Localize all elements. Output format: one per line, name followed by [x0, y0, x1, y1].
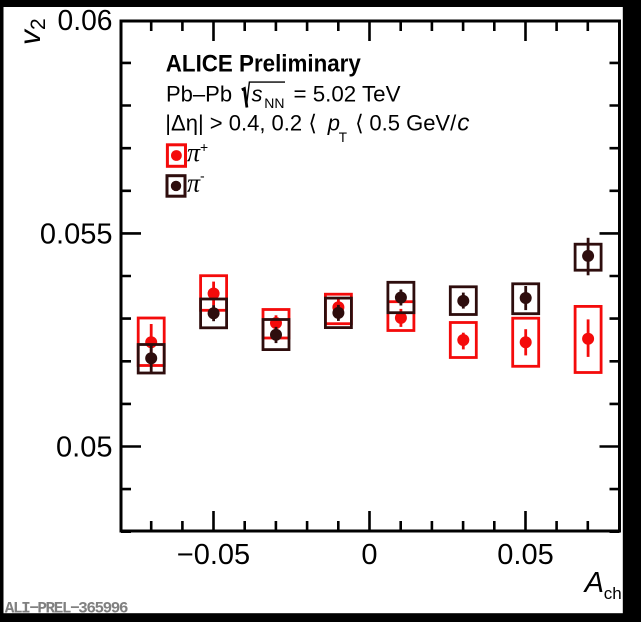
svg-text:T: T — [339, 130, 347, 145]
svg-text:c: c — [457, 110, 469, 137]
svg-text:A: A — [583, 567, 604, 599]
svg-text:ALICE Preliminary: ALICE Preliminary — [166, 51, 362, 78]
svg-text:0.06: 0.06 — [58, 5, 113, 37]
svg-text:⟨: ⟨ — [308, 111, 317, 136]
svg-text:v2: v2 — [14, 18, 50, 45]
svg-text:0.5 GeV/: 0.5 GeV/ — [369, 111, 457, 136]
svg-text:−0.05: −0.05 — [177, 539, 250, 571]
svg-text:ALI−PREL−365996: ALI−PREL−365996 — [5, 599, 128, 617]
svg-text:0: 0 — [361, 539, 377, 571]
svg-text:0.05: 0.05 — [56, 431, 112, 463]
svg-text:⟨: ⟨ — [355, 111, 364, 136]
svg-text:s: s — [252, 82, 263, 107]
svg-text:NN: NN — [264, 95, 284, 111]
svg-text:|Δη| > 0.4, 0.2: |Δη| > 0.4, 0.2 — [165, 111, 302, 136]
svg-text:0.05: 0.05 — [497, 539, 553, 571]
svg-text:0.055: 0.055 — [40, 218, 113, 250]
svg-text:= 5.02 TeV: = 5.02 TeV — [294, 82, 401, 107]
svg-text:p: p — [327, 111, 340, 136]
svg-text:ch: ch — [604, 584, 622, 603]
svg-text:Pb–Pb: Pb–Pb — [166, 82, 232, 107]
